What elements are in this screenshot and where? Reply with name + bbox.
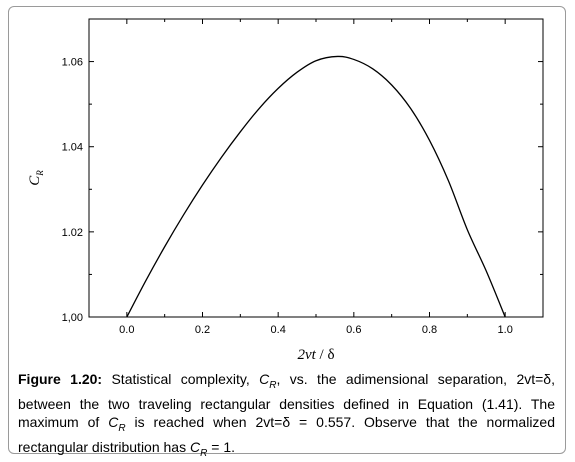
tick-labels: 0.0 0.2 0.4 0.6 0.8 1.0 1,00 1.02 1.04 1.06 (62, 57, 513, 336)
plot-area (88, 18, 544, 318)
y-axis-title: CR (27, 170, 45, 186)
x-tick-label: 0.8 (422, 324, 437, 336)
chart: 0.0 0.2 0.4 0.6 0.8 1.0 1,00 1.02 1.04 1.06 2vt /… (27, 18, 544, 363)
x-axis-title: 2vt / δ (297, 347, 334, 363)
y-axis-title-main: C (27, 175, 43, 186)
x-tick-label: 0.2 (195, 324, 210, 336)
x-tick-label: 1.0 (498, 324, 513, 336)
x-axis-title-main: 2vt (297, 347, 316, 363)
x-tick-label: 0.0 (119, 324, 134, 336)
caption-text: Statistical complexity, CR, vs. the adim… (18, 371, 556, 459)
x-axis-title-sep: / (316, 347, 328, 363)
tick-marks (89, 19, 543, 318)
y-axis-title-sub: R (35, 170, 45, 177)
x-tick-label: 0.4 (271, 324, 286, 336)
caption-label: Figure 1.20: (18, 371, 103, 387)
y-tick-label: 1.02 (62, 227, 83, 239)
figure-caption: Figure 1.20: Statistical complexity, CR,… (18, 370, 555, 462)
x-tick-label: 0.6 (346, 324, 361, 336)
series-line (126, 55, 506, 318)
x-axis-title-delta: δ (327, 347, 334, 363)
y-tick-label: 1,00 (62, 312, 83, 324)
y-tick-label: 1.04 (62, 142, 83, 154)
y-tick-label: 1.06 (62, 57, 83, 69)
